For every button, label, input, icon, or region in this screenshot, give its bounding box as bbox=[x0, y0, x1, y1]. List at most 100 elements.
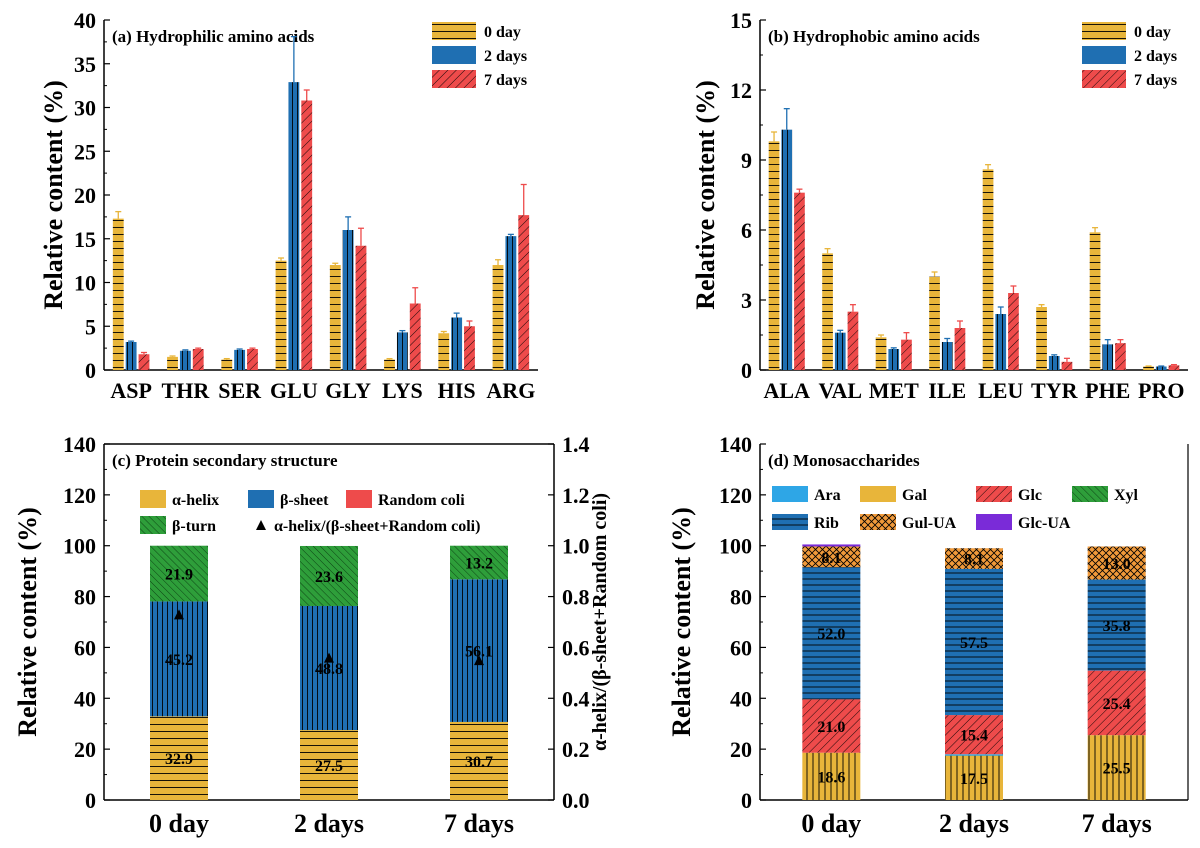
legend-label: Gal bbox=[902, 487, 927, 504]
legend-swatch bbox=[432, 70, 476, 88]
x-tick-label: 7 days bbox=[444, 809, 514, 838]
x-tick-label: 2 days bbox=[294, 809, 364, 838]
y-tick-label: 6 bbox=[741, 218, 752, 243]
y-tick-label: 60 bbox=[74, 635, 96, 660]
legend-swatch bbox=[432, 22, 476, 40]
legend-swatch bbox=[346, 490, 372, 508]
bar bbox=[464, 326, 475, 370]
legend-label: Glc-UA bbox=[1018, 515, 1071, 532]
y-right-tick-label: 1.0 bbox=[562, 534, 590, 559]
legend-swatch bbox=[432, 46, 476, 64]
legend-swatch bbox=[772, 514, 808, 530]
bar bbox=[1115, 343, 1126, 370]
legend-label: Xyl bbox=[1114, 487, 1139, 504]
stacked-segment bbox=[150, 716, 208, 800]
y-right-tick-label: 0.0 bbox=[562, 788, 590, 813]
stacked-segment bbox=[802, 752, 861, 800]
x-tick-label: TYR bbox=[1031, 378, 1079, 403]
stacked-segment bbox=[450, 579, 508, 722]
bar bbox=[1155, 366, 1167, 370]
stacked-segment bbox=[150, 545, 208, 602]
x-tick-label: GLU bbox=[270, 378, 318, 403]
y-right-tick-label: 1.2 bbox=[562, 483, 590, 508]
stacked-segment bbox=[802, 699, 861, 753]
stacked-segment bbox=[1087, 735, 1146, 800]
stacked-segment bbox=[1087, 579, 1146, 671]
y-tick-label: 9 bbox=[741, 148, 752, 173]
bar bbox=[112, 218, 124, 370]
bar bbox=[1036, 307, 1047, 370]
segment-label: 18.6 bbox=[817, 769, 845, 786]
segment-label: 25.4 bbox=[1103, 696, 1131, 713]
bar bbox=[822, 253, 833, 370]
y-tick-label: 140 bbox=[63, 432, 96, 457]
x-tick-label: 0 day bbox=[149, 809, 209, 838]
panel-title: (a) Hydrophilic amino acids bbox=[112, 27, 315, 46]
y-tick-label: 80 bbox=[74, 585, 96, 610]
legend-label: Rib bbox=[814, 515, 839, 532]
y-tick-label: 60 bbox=[730, 635, 752, 660]
legend-swatch bbox=[140, 516, 166, 534]
y-tick-label: 0 bbox=[85, 358, 96, 383]
x-tick-label: LYS bbox=[382, 378, 423, 403]
x-tick-label: PRO bbox=[1138, 378, 1184, 403]
bar bbox=[438, 333, 450, 370]
bar bbox=[167, 356, 178, 370]
bar bbox=[329, 265, 341, 370]
bar bbox=[982, 169, 994, 370]
bar bbox=[1143, 366, 1154, 370]
y-axis-label: Relative content (%) bbox=[691, 80, 720, 310]
bar bbox=[409, 303, 421, 370]
bar bbox=[275, 260, 287, 370]
segment-label: 13.0 bbox=[1103, 556, 1131, 573]
x-tick-label: ARG bbox=[486, 378, 535, 403]
ratio-marker bbox=[474, 655, 484, 666]
stacked-segment bbox=[300, 545, 358, 606]
stacked-segment bbox=[150, 601, 208, 717]
y-tick-label: 20 bbox=[74, 737, 96, 762]
segment-label: 8.1 bbox=[964, 552, 984, 569]
y-tick-label: 12 bbox=[730, 78, 752, 103]
stacked-segment bbox=[802, 544, 861, 547]
x-tick-label: LEU bbox=[978, 378, 1023, 403]
stacked-segment bbox=[450, 545, 508, 580]
stacked-segment bbox=[1087, 546, 1146, 580]
legend-swatch bbox=[976, 486, 1012, 502]
legend-label: β-turn bbox=[172, 518, 216, 535]
segment-label: 27.5 bbox=[315, 758, 343, 775]
segment-label: 45.2 bbox=[165, 652, 193, 669]
bar bbox=[1008, 293, 1019, 370]
segment-label: 25.5 bbox=[1103, 761, 1131, 778]
segment-label: 21.9 bbox=[165, 567, 193, 584]
y-tick-label: 15 bbox=[74, 227, 96, 252]
stacked-segment bbox=[1087, 670, 1146, 736]
stacked-segment bbox=[945, 755, 1003, 800]
x-tick-label: HIS bbox=[438, 378, 476, 403]
segment-label: 21.0 bbox=[817, 719, 845, 736]
bar bbox=[929, 276, 940, 370]
y-tick-label: 0 bbox=[85, 788, 96, 813]
y-tick-label: 120 bbox=[63, 483, 96, 508]
bar bbox=[234, 349, 246, 370]
y-tick-label: 40 bbox=[74, 686, 96, 711]
x-tick-label: 0 day bbox=[801, 809, 861, 838]
bar bbox=[221, 359, 233, 370]
x-tick-label: GLY bbox=[325, 378, 371, 403]
x-tick-label: ASP bbox=[110, 378, 152, 403]
y-right-tick-label: 0.8 bbox=[562, 585, 590, 610]
panel-c: 0 20 40 60 80 100 120 140 Relative content (%) (c… bbox=[13, 432, 611, 838]
bar bbox=[518, 215, 530, 370]
segment-label: 32.9 bbox=[165, 751, 193, 768]
bar bbox=[834, 332, 846, 370]
y-tick-label: 20 bbox=[730, 737, 752, 762]
segment-label: 13.2 bbox=[465, 555, 493, 572]
x-tick-label: 7 days bbox=[1082, 809, 1152, 838]
ratio-marker bbox=[324, 652, 334, 663]
segment-label: 23.6 bbox=[315, 569, 343, 586]
segment-label: 35.8 bbox=[1103, 618, 1131, 635]
bar bbox=[179, 350, 191, 370]
y-axis-right-label: α-helix/(β-sheet+Random coli) bbox=[589, 493, 611, 751]
legend-label: β-sheet bbox=[280, 492, 329, 509]
legend-label: Ara bbox=[814, 487, 841, 504]
